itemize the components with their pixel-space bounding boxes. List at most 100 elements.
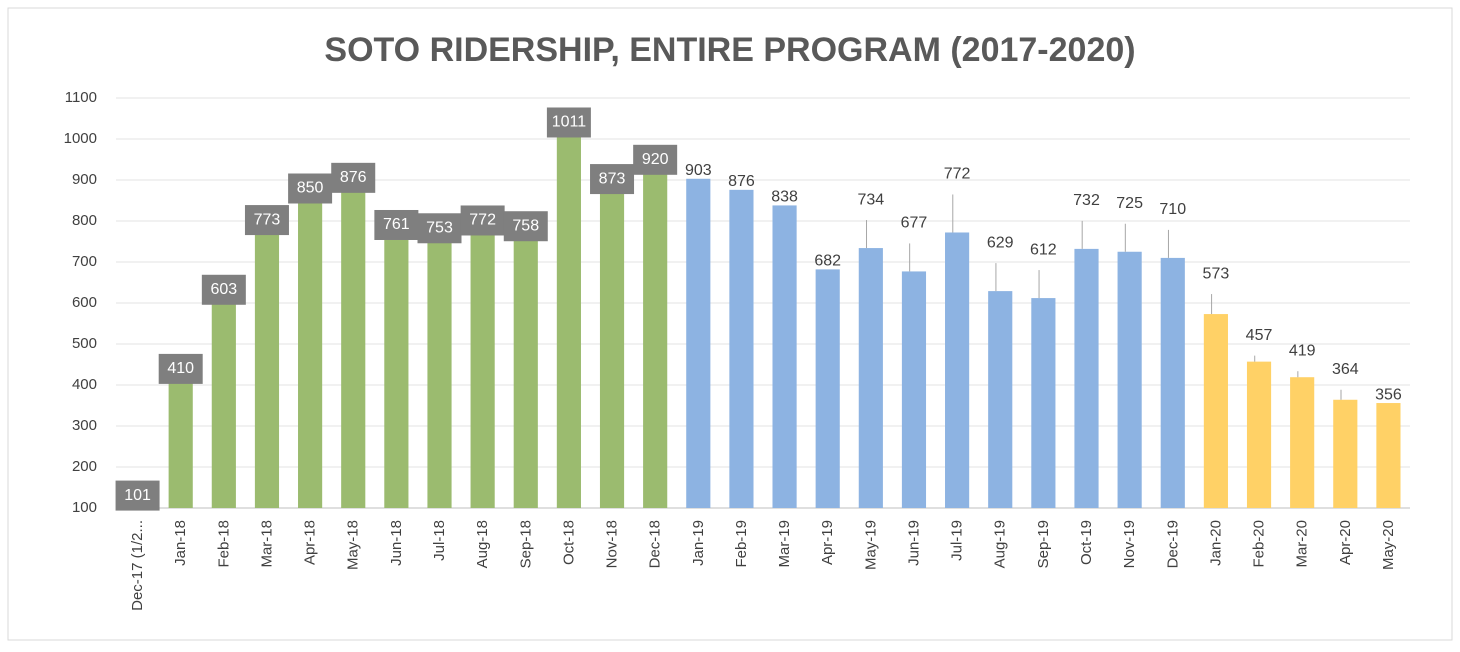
data-label: 419 [1289, 342, 1316, 359]
x-tick-label: Apr-19 [819, 520, 836, 565]
data-label: 725 [1116, 195, 1143, 212]
bar [902, 271, 926, 508]
data-label: 629 [987, 234, 1014, 251]
data-label: 682 [814, 253, 841, 270]
bar [859, 248, 883, 508]
y-tick-label: 1000 [64, 130, 97, 147]
data-label: 356 [1375, 386, 1402, 403]
bar [772, 205, 796, 508]
data-label: 1011 [552, 114, 587, 131]
data-label: 772 [944, 166, 971, 183]
x-tick-label: Jul-18 [431, 520, 448, 561]
data-label: 876 [340, 169, 367, 186]
bar [945, 232, 969, 508]
x-tick-label: Jun-18 [388, 520, 405, 566]
x-tick-label: Mar-18 [258, 520, 275, 568]
bar [169, 381, 193, 508]
data-label: 603 [210, 281, 237, 298]
x-tick-label: Nov-18 [604, 520, 621, 568]
x-tick-label: Feb-18 [215, 520, 232, 568]
data-label: 903 [685, 162, 712, 179]
y-tick-label: 1100 [65, 89, 97, 106]
bar [1074, 249, 1098, 508]
data-label: 612 [1030, 241, 1057, 258]
data-label: 734 [857, 191, 884, 208]
x-tick-label: Sep-19 [1035, 520, 1052, 568]
y-tick-label: 300 [72, 417, 97, 434]
x-tick-label: Jul-19 [949, 520, 966, 561]
x-tick-label: Nov-19 [1121, 520, 1138, 568]
y-tick-label: 900 [72, 171, 97, 188]
x-tick-label: Jun-19 [905, 520, 922, 566]
data-label: 838 [771, 189, 798, 206]
y-tick-label: 700 [72, 253, 97, 270]
data-label: 364 [1332, 361, 1359, 378]
x-tick-label: Sep-18 [517, 520, 534, 568]
x-tick-label: Dec-18 [647, 520, 664, 568]
bar [1290, 377, 1314, 508]
bar [1247, 362, 1271, 508]
bar [1204, 314, 1228, 508]
x-tick-label: Oct-18 [560, 520, 577, 565]
x-tick-label: Feb-19 [733, 520, 750, 568]
data-label: 920 [642, 151, 669, 168]
bar [471, 232, 495, 508]
x-tick-label: Jan-19 [690, 520, 707, 566]
x-tick-label: Oct-19 [1078, 520, 1095, 565]
data-label: 573 [1203, 265, 1230, 282]
data-label: 773 [254, 211, 281, 228]
x-tick-label: Feb-20 [1251, 520, 1268, 568]
bar [988, 291, 1012, 508]
bar [341, 190, 365, 508]
x-tick-label: Mar-20 [1294, 520, 1311, 568]
y-tick-label: 400 [72, 376, 97, 393]
bar [514, 238, 538, 508]
x-tick-label: Mar-19 [776, 520, 793, 568]
data-label: 761 [383, 216, 410, 233]
bar [298, 201, 322, 509]
data-label: 710 [1159, 201, 1186, 218]
y-tick-label: 500 [72, 335, 97, 352]
bar [1376, 403, 1400, 508]
x-tick-label: Aug-18 [474, 520, 491, 568]
bar [729, 190, 753, 508]
data-label: 457 [1246, 327, 1273, 344]
bar [255, 232, 279, 508]
bar [816, 269, 840, 508]
x-tick-label: Dec-17 (1/2... [129, 520, 146, 611]
bar [384, 237, 408, 508]
bar [1118, 252, 1142, 508]
bar [600, 191, 624, 508]
data-label: 772 [469, 212, 496, 229]
data-label: 876 [728, 173, 755, 190]
y-tick-label: 100 [72, 499, 97, 516]
y-tick-label: 800 [72, 212, 97, 229]
x-tick-label: Apr-18 [302, 520, 319, 565]
x-tick-label: Dec-19 [1164, 520, 1181, 568]
data-label: 758 [512, 217, 539, 234]
bar [1161, 258, 1185, 508]
x-tick-label: Aug-19 [992, 520, 1009, 568]
bar [1333, 400, 1357, 508]
x-tick-label: Jan-18 [172, 520, 189, 566]
y-tick-label: 200 [72, 458, 97, 475]
bar [212, 302, 236, 508]
data-label: 873 [599, 170, 626, 187]
data-label: 850 [297, 180, 324, 197]
bar [643, 172, 667, 508]
data-label: 410 [167, 360, 194, 377]
data-label: 101 [124, 487, 151, 504]
x-tick-label: May-20 [1380, 520, 1397, 570]
x-tick-label: Apr-20 [1337, 520, 1354, 565]
data-label: 732 [1073, 192, 1100, 209]
x-tick-label: May-19 [862, 520, 879, 570]
bar [427, 240, 451, 508]
bar [1031, 298, 1055, 508]
data-label: 677 [901, 215, 928, 232]
data-label: 753 [426, 219, 453, 236]
y-tick-label: 600 [72, 294, 97, 311]
chart-title: SOTO RIDERSHIP, ENTIRE PROGRAM (2017-202… [324, 31, 1135, 69]
bar [557, 134, 581, 508]
x-tick-label: May-18 [345, 520, 362, 570]
